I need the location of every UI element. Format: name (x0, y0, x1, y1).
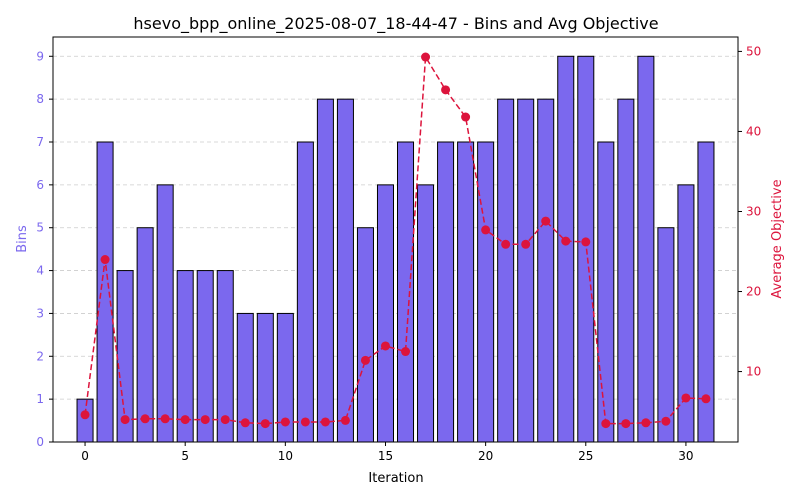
bar (637, 55, 655, 443)
bar (96, 141, 114, 443)
avg-objective-point (380, 341, 390, 351)
grid (53, 55, 738, 443)
x-tick-label: 20 (478, 449, 493, 463)
avg-objective-point (200, 415, 210, 425)
avg-objective-point (681, 393, 691, 403)
bar (457, 141, 475, 443)
avg-objective-point (280, 417, 290, 427)
x-axis: 0 5 10 15 20 25 30 (81, 442, 694, 463)
bar (597, 141, 615, 443)
y-tick-label-left: 2 (36, 349, 44, 363)
avg-objective-point (461, 112, 471, 122)
avg-objective-point (401, 347, 411, 357)
x-tick-label: 5 (181, 449, 189, 463)
avg-objective-point (320, 417, 330, 427)
bar (617, 98, 635, 443)
bar (497, 98, 515, 443)
bar (477, 141, 495, 443)
y-axis-label-right: Average Objective (770, 179, 785, 298)
avg-objective-point (260, 419, 270, 429)
bar (537, 98, 555, 443)
avg-objective-point (541, 216, 551, 226)
y-axis-label-left: Bins (15, 225, 30, 253)
avg-objective-point (120, 415, 130, 425)
avg-objective-point (180, 415, 190, 425)
bar (397, 141, 415, 443)
x-tick-label: 10 (278, 449, 293, 463)
y-tick-label-right: 10 (746, 365, 761, 379)
y-tick-label-left: 9 (36, 49, 44, 63)
avg-objective-point (300, 417, 310, 427)
avg-objective-point (220, 415, 230, 425)
avg-objective-point (421, 52, 431, 62)
avg-objective-point (521, 239, 531, 249)
x-tick-label: 0 (81, 449, 89, 463)
x-tick-label: 15 (378, 449, 393, 463)
avg-objective-point (240, 418, 250, 428)
bar (136, 227, 154, 443)
y-tick-label-left: 4 (36, 264, 44, 278)
plot-frame (52, 36, 739, 443)
bar (356, 227, 374, 443)
avg-objective-point (661, 416, 671, 426)
avg-objective-point (360, 355, 370, 365)
bar (296, 141, 314, 443)
avg-objective-point (140, 414, 150, 424)
bar (417, 184, 435, 443)
avg-objective-point (601, 419, 611, 429)
bar (677, 184, 695, 443)
x-axis-label: Iteration (368, 471, 423, 486)
y-tick-label-right: 50 (746, 44, 761, 58)
avg-objective-point (561, 236, 571, 246)
bar (577, 55, 595, 443)
bar (316, 98, 334, 443)
y-axis-left: 0 1 2 3 4 5 6 7 8 9 (36, 49, 53, 449)
bar (76, 398, 94, 443)
y-tick-label-left: 7 (36, 135, 44, 149)
chart-title: hsevo_bpp_online_2025-08-07_18-44-47 - B… (133, 14, 658, 34)
avg-objective-point (80, 410, 90, 420)
y-axis-right: 10 20 30 40 50 (738, 44, 761, 379)
bar (657, 227, 675, 443)
bar (336, 98, 354, 443)
bar (557, 55, 575, 443)
x-tick-label: 30 (678, 449, 693, 463)
avg-objective-point (701, 394, 711, 404)
y-tick-label-left: 8 (36, 92, 44, 106)
y-tick-label-left: 6 (36, 178, 44, 192)
bars (76, 55, 715, 443)
y-tick-label-left: 0 (36, 435, 44, 449)
bar (156, 184, 174, 443)
y-tick-label-right: 40 (746, 124, 761, 138)
avg-objective-point (621, 419, 631, 429)
x-tick-label: 25 (578, 449, 593, 463)
y-tick-label-left: 1 (36, 392, 44, 406)
y-tick-label-left: 3 (36, 306, 44, 320)
avg-objective-point (340, 415, 350, 425)
bar (437, 141, 455, 443)
avg-objective-point (160, 414, 170, 424)
avg-objective-point (581, 237, 591, 247)
avg-objective-point (641, 418, 651, 428)
y-tick-label-left: 5 (36, 221, 44, 235)
y-tick-label-right: 30 (746, 204, 761, 218)
avg-objective-point (100, 255, 110, 265)
avg-objective-point (441, 85, 451, 95)
bar (376, 184, 394, 443)
avg-objective-point (501, 239, 511, 249)
avg-objective-line-layer (80, 52, 711, 429)
bar (517, 98, 535, 443)
y-tick-label-right: 20 (746, 285, 761, 299)
avg-objective-point (481, 225, 491, 235)
